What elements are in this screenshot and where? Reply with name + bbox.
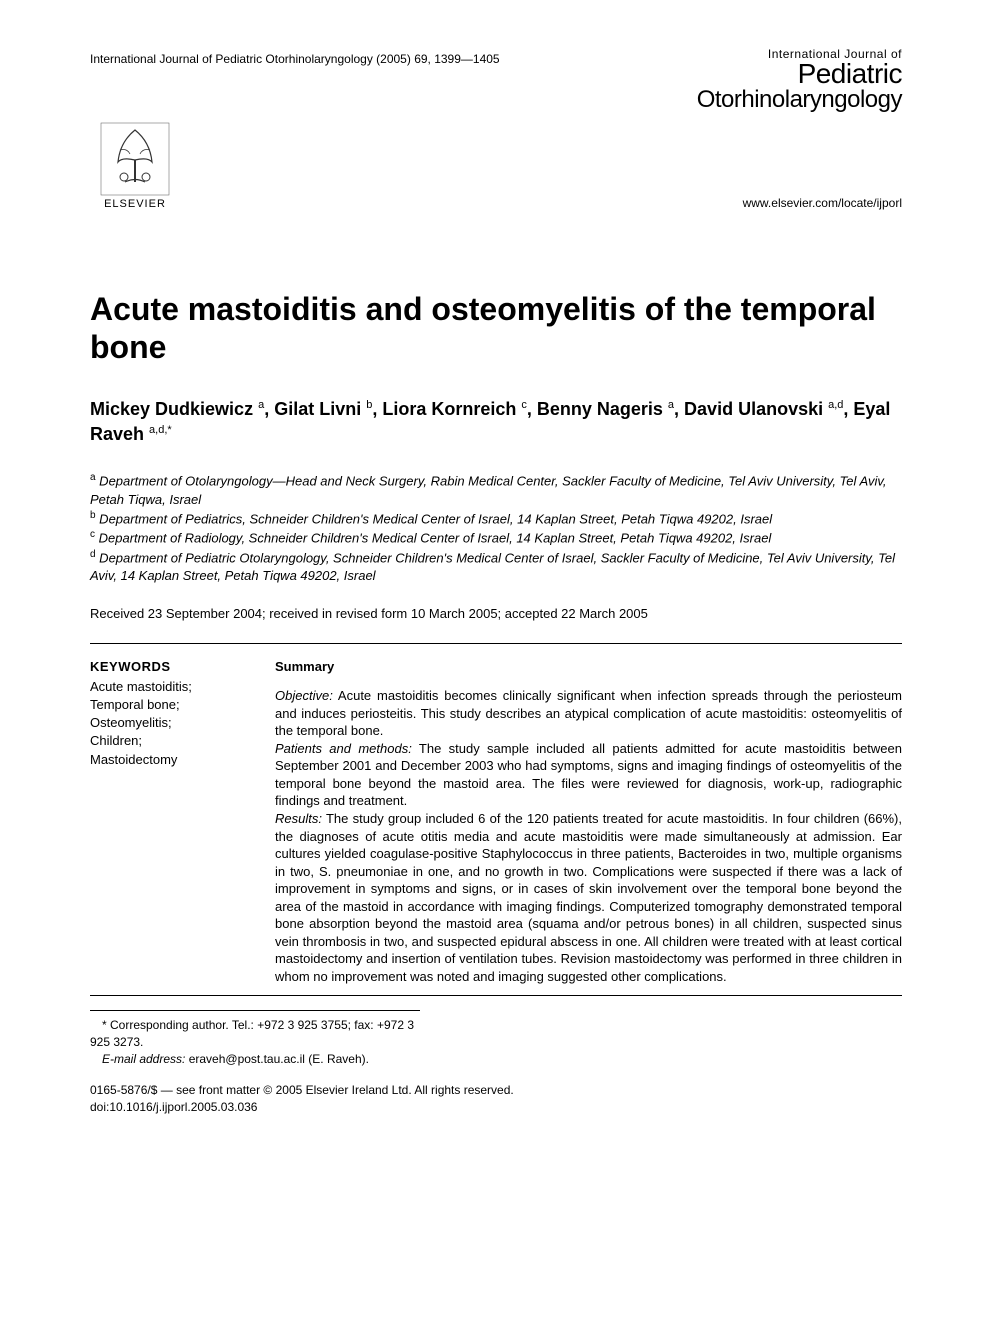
email-label: E-mail address: xyxy=(102,1052,185,1066)
copyright-line: 0165-5876/$ — see front matter © 2005 El… xyxy=(90,1082,902,1099)
keywords-column: KEYWORDS Acute mastoiditis;Temporal bone… xyxy=(90,658,245,986)
keyword-item: Mastoidectomy xyxy=(90,751,245,769)
summary-methods: Patients and methods: The study sample i… xyxy=(275,740,902,810)
keyword-item: Temporal bone; xyxy=(90,696,245,714)
corresponding-email: E-mail address: eraveh@post.tau.ac.il (E… xyxy=(90,1051,420,1068)
journal-brand: International Journal of Pediatric Otorh… xyxy=(697,48,902,112)
journal-line3: Otorhinolaryngology xyxy=(697,88,902,112)
summary-objective: Objective: Acute mastoiditis becomes cli… xyxy=(275,687,902,740)
elsevier-tree-icon xyxy=(100,122,170,196)
locate-url[interactable]: www.elsevier.com/locate/ijporl xyxy=(743,196,902,210)
affiliation-line: d Department of Pediatric Otolaryngology… xyxy=(90,548,902,586)
summary-column: Summary Objective: Acute mastoiditis bec… xyxy=(275,658,902,986)
article-history: Received 23 September 2004; received in … xyxy=(90,606,902,621)
citation-line: International Journal of Pediatric Otorh… xyxy=(90,48,500,66)
journal-line2: Pediatric xyxy=(697,60,902,88)
abstract-box: KEYWORDS Acute mastoiditis;Temporal bone… xyxy=(90,643,902,997)
logo-row: ELSEVIER www.elsevier.com/locate/ijporl xyxy=(90,122,902,210)
summary-heading: Summary xyxy=(275,658,902,676)
author-list: Mickey Dudkiewicz a, Gilat Livni b, Lior… xyxy=(90,397,902,447)
publisher-label: ELSEVIER xyxy=(90,198,180,210)
keyword-item: Acute mastoiditis; xyxy=(90,678,245,696)
keywords-heading: KEYWORDS xyxy=(90,658,245,676)
article-title: Acute mastoiditis and osteomyelitis of t… xyxy=(90,290,902,367)
results-label: Results: xyxy=(275,811,322,826)
header-row: International Journal of Pediatric Otorh… xyxy=(90,48,902,112)
summary-results: Results: The study group included 6 of t… xyxy=(275,810,902,985)
affiliation-line: c Department of Radiology, Schneider Chi… xyxy=(90,528,902,548)
affiliations: a Department of Otolaryngology—Head and … xyxy=(90,471,902,585)
publisher-logo: ELSEVIER xyxy=(90,122,180,210)
email-value[interactable]: eraveh@post.tau.ac.il (E. Raveh). xyxy=(185,1052,369,1066)
corresponding-author: * Corresponding author. Tel.: +972 3 925… xyxy=(90,1017,420,1051)
doi-line: doi:10.1016/j.ijporl.2005.03.036 xyxy=(90,1099,902,1116)
affiliation-line: b Department of Pediatrics, Schneider Ch… xyxy=(90,509,902,529)
methods-label: Patients and methods: xyxy=(275,741,412,756)
affiliation-line: a Department of Otolaryngology—Head and … xyxy=(90,471,902,509)
objective-text: Acute mastoiditis becomes clinically sig… xyxy=(275,688,902,738)
copyright-block: 0165-5876/$ — see front matter © 2005 El… xyxy=(90,1082,902,1116)
keywords-list: Acute mastoiditis;Temporal bone;Osteomye… xyxy=(90,678,245,769)
footnotes: * Corresponding author. Tel.: +972 3 925… xyxy=(90,1010,420,1067)
keyword-item: Osteomyelitis; xyxy=(90,714,245,732)
objective-label: Objective: xyxy=(275,688,333,703)
results-text: The study group included 6 of the 120 pa… xyxy=(275,811,902,984)
keyword-item: Children; xyxy=(90,732,245,750)
